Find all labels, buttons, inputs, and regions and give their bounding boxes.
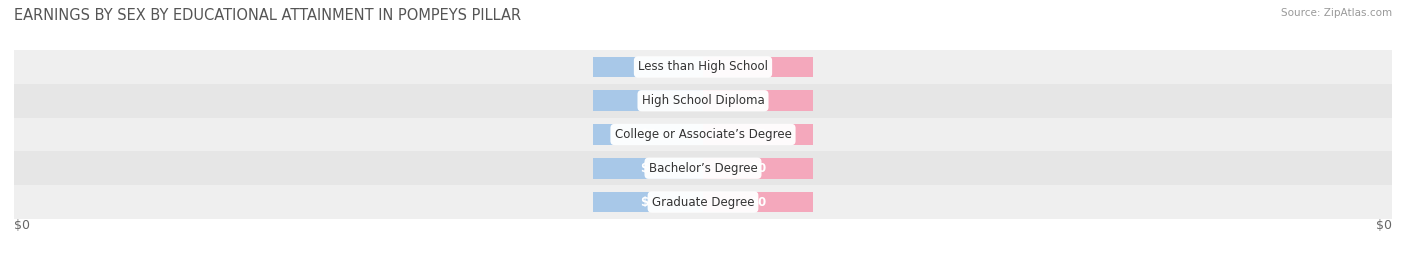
Text: Less than High School: Less than High School: [638, 61, 768, 73]
Text: Graduate Degree: Graduate Degree: [652, 196, 754, 208]
Text: $0: $0: [14, 219, 30, 232]
Text: $0: $0: [749, 128, 766, 141]
Bar: [593, 158, 703, 179]
Text: $0: $0: [749, 162, 766, 175]
Bar: [14, 50, 1392, 84]
Bar: [703, 56, 813, 77]
Bar: [14, 118, 1392, 151]
Bar: [593, 90, 703, 111]
Text: $0: $0: [640, 196, 657, 208]
Text: College or Associate’s Degree: College or Associate’s Degree: [614, 128, 792, 141]
Bar: [703, 192, 813, 213]
Text: High School Diploma: High School Diploma: [641, 94, 765, 107]
Text: $0: $0: [640, 61, 657, 73]
Bar: [593, 124, 703, 145]
Bar: [593, 56, 703, 77]
Text: $0: $0: [749, 61, 766, 73]
Bar: [593, 192, 703, 213]
Text: Source: ZipAtlas.com: Source: ZipAtlas.com: [1281, 8, 1392, 18]
Bar: [703, 124, 813, 145]
Text: Bachelor’s Degree: Bachelor’s Degree: [648, 162, 758, 175]
Text: $0: $0: [640, 162, 657, 175]
Text: $0: $0: [640, 94, 657, 107]
Text: $0: $0: [749, 196, 766, 208]
Text: $0: $0: [640, 128, 657, 141]
Text: $0: $0: [1376, 219, 1392, 232]
Bar: [14, 185, 1392, 219]
Bar: [703, 158, 813, 179]
Text: $0: $0: [749, 94, 766, 107]
Bar: [14, 151, 1392, 185]
Bar: [14, 84, 1392, 118]
Bar: [703, 90, 813, 111]
Text: EARNINGS BY SEX BY EDUCATIONAL ATTAINMENT IN POMPEYS PILLAR: EARNINGS BY SEX BY EDUCATIONAL ATTAINMEN…: [14, 8, 522, 23]
